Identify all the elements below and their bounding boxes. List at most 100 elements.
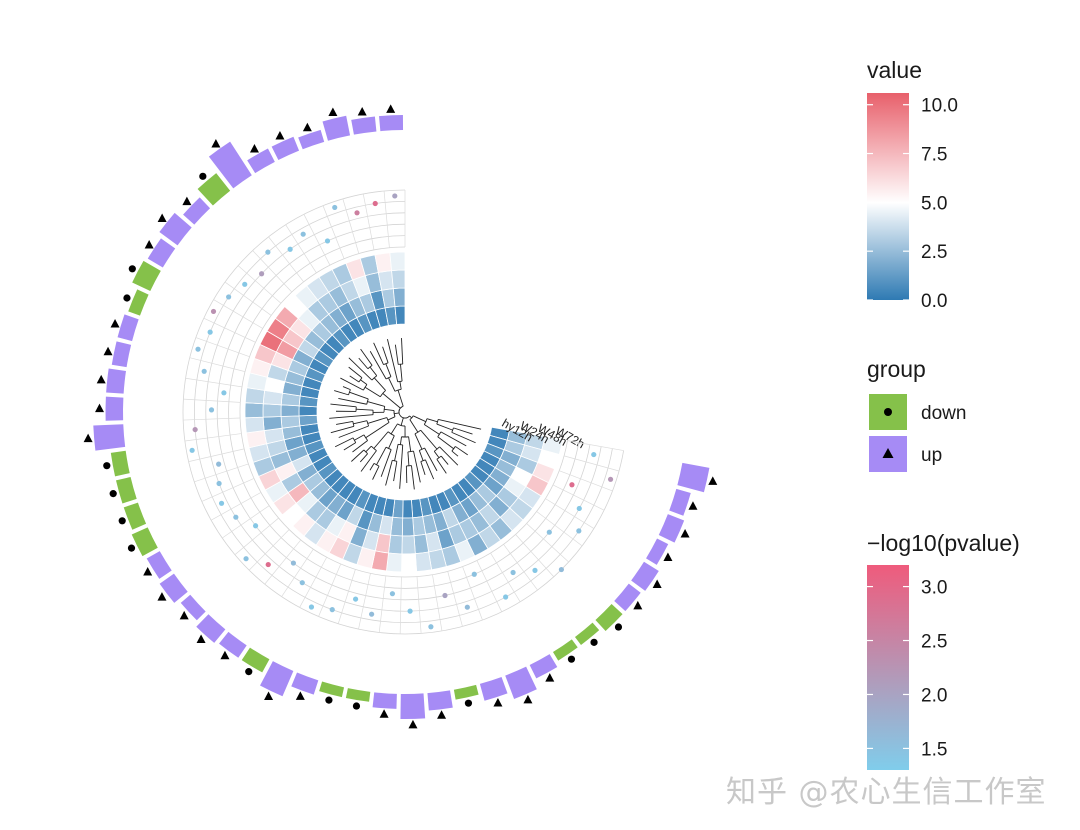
group-bar	[241, 647, 270, 673]
tree-branch	[420, 429, 438, 450]
heatmap-cell	[244, 416, 265, 434]
group-bar	[93, 424, 126, 451]
tree-branch	[376, 446, 387, 466]
pvalue-point	[372, 200, 378, 207]
grid-spoke	[399, 576, 402, 634]
triangle-icon	[302, 122, 312, 132]
triangle-icon	[357, 107, 367, 116]
tree-branch	[373, 377, 386, 391]
grid-spoke	[184, 433, 242, 442]
pvalue-point	[233, 514, 239, 520]
pvalue-point	[591, 451, 597, 458]
tree-branch	[349, 391, 369, 400]
heatmap-cell	[262, 403, 282, 418]
heatmap-cell	[262, 416, 283, 431]
triangle-icon	[95, 403, 105, 413]
grid-spoke	[416, 576, 422, 634]
grid-spoke	[210, 492, 262, 521]
triangle-icon	[545, 673, 555, 682]
tree-branch	[437, 436, 454, 450]
group-bar	[271, 136, 300, 161]
pvalue-point	[352, 596, 359, 602]
tree-branch	[451, 431, 476, 444]
group-bar	[132, 260, 161, 292]
tree-branch	[369, 463, 375, 471]
grid-spoke	[194, 463, 249, 483]
triangle-icon	[633, 600, 643, 610]
tree-branch	[367, 417, 387, 424]
tree-branch	[385, 460, 393, 486]
pvalue-point	[299, 580, 305, 586]
circle-icon	[884, 408, 892, 416]
circle-icon	[199, 172, 207, 180]
pvalue-point	[389, 591, 396, 597]
tree-branch	[413, 450, 421, 483]
group-bar	[183, 197, 211, 225]
pvalue-point	[558, 566, 565, 573]
tree-branch	[394, 412, 400, 415]
pvalue-point	[226, 294, 232, 300]
grid-spoke	[490, 552, 521, 602]
circle-icon	[590, 638, 598, 646]
triangle-icon	[211, 139, 221, 148]
tree-branch	[330, 425, 355, 434]
heatmap-cell	[394, 305, 406, 325]
tree-branch	[414, 433, 423, 450]
group-bar	[631, 561, 659, 591]
grid-spoke	[503, 544, 538, 591]
tree-branch	[338, 398, 367, 405]
grid-spoke	[476, 560, 503, 612]
grid-spoke	[303, 214, 331, 266]
group-bar	[159, 212, 192, 246]
tree-branch	[408, 436, 412, 452]
heatmap-cell	[413, 533, 430, 555]
group-bar	[123, 502, 147, 530]
tree-branch	[420, 461, 426, 476]
tree-branch	[409, 419, 419, 433]
group-legend: group down up	[867, 356, 966, 472]
grid-spoke	[362, 193, 375, 251]
tree-branch	[455, 446, 468, 456]
pvalue-point	[576, 505, 582, 512]
circle-icon	[127, 544, 136, 552]
group-bar	[322, 115, 351, 141]
pvalue-point	[569, 482, 575, 488]
tree-branch	[369, 366, 378, 376]
pvalue-tick-label: 3.0	[921, 578, 947, 599]
tree-branch	[388, 435, 395, 449]
point-ring-grid	[182, 189, 625, 635]
pvalue-point	[192, 426, 198, 433]
tree-branch	[411, 465, 415, 490]
triangle-icon	[493, 698, 503, 707]
triangle-icon	[652, 579, 662, 588]
heatmap-cell	[298, 414, 319, 427]
grid-spoke	[545, 498, 595, 529]
tree-branch	[407, 451, 410, 466]
pvalue-point	[471, 571, 477, 577]
group-bar	[196, 614, 226, 643]
pvalue-point	[259, 271, 265, 277]
tree-branch	[360, 379, 368, 385]
group-bar	[595, 603, 623, 632]
triangle-icon	[179, 610, 189, 620]
group-bar	[479, 676, 508, 701]
pvalue-point	[510, 569, 516, 576]
pvalue-point	[287, 246, 293, 252]
tree-branch	[451, 450, 459, 457]
tree-branch	[398, 409, 407, 419]
group-bar	[197, 173, 231, 206]
tree-branch	[382, 346, 389, 363]
pvalue-point	[407, 608, 413, 614]
grid-spoke	[234, 517, 279, 555]
tree-branch	[436, 423, 453, 431]
pvalue-point	[300, 231, 306, 237]
group-legend-title: group	[867, 356, 926, 382]
pvalue-point	[332, 204, 338, 211]
circle-icon	[325, 696, 333, 704]
pvalue-point	[189, 447, 195, 453]
tree-branch	[343, 442, 356, 451]
heatmap-cell	[389, 251, 406, 272]
group-bar	[677, 462, 710, 493]
pvalue-legend-ticks: 3.0 2.5 2.0 1.5	[867, 578, 947, 760]
